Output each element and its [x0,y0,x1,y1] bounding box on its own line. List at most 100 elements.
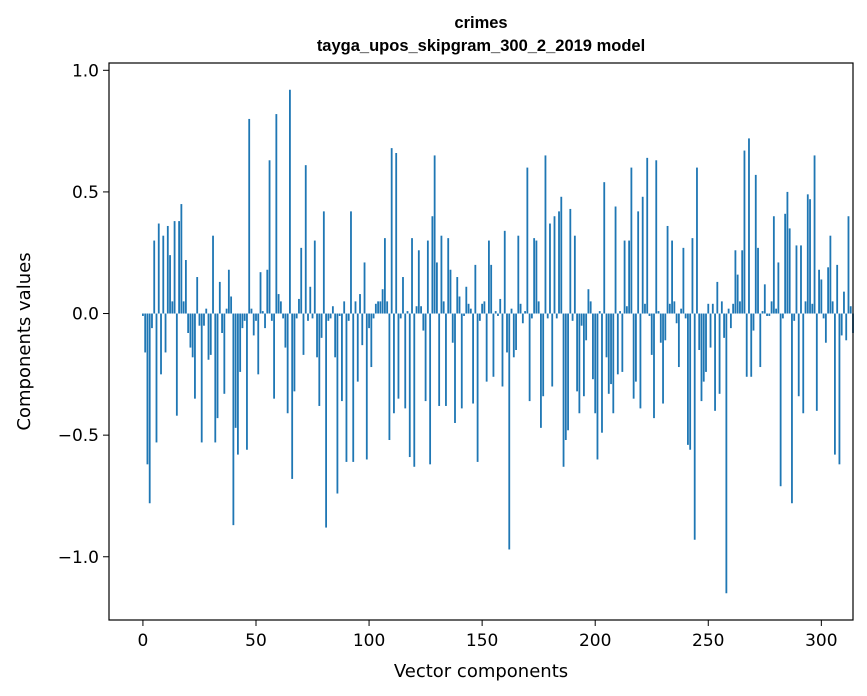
bar-200 [594,313,597,414]
bar-295 [809,199,811,314]
bar-120 [413,313,416,467]
bar-40 [232,313,235,526]
bar-185 [560,196,563,314]
bar-33 [216,313,219,419]
bar-309 [840,313,843,336]
bar-286 [788,228,791,314]
bar-175 [537,301,540,314]
bar-6 [155,313,158,443]
bar-267 [745,313,748,377]
bar-45 [243,313,246,321]
bar-209 [614,206,617,314]
bar-240 [684,313,687,319]
bar-230 [662,313,664,404]
bars-group [142,89,854,594]
bar-29 [207,313,210,360]
bar-75 [311,313,314,319]
bar-96 [359,294,361,314]
bar-245 [696,167,698,314]
bar-0 [142,313,144,316]
bar-197 [587,289,590,314]
bar-61 [279,301,282,314]
bar-155 [492,313,495,377]
bar-229 [659,313,662,343]
bar-130 [436,262,438,314]
bar-276 [766,313,768,316]
bar-72 [304,165,307,314]
bar-293 [804,301,807,314]
bar-42 [237,313,239,455]
bar-260 [729,313,732,329]
bar-132 [440,235,443,314]
bar-12 [169,255,171,314]
bar-205 [605,313,608,358]
bar-292 [802,313,805,414]
bar-89 [343,301,346,314]
bar-236 [675,313,678,324]
bar-156 [494,311,497,314]
bar-198 [589,301,592,314]
bar-247 [700,313,703,402]
bar-308 [838,313,841,465]
bar-288 [793,313,796,321]
plot-frame [108,62,854,621]
bar-70 [300,247,303,314]
bar-212 [621,313,624,372]
bar-50 [255,313,257,321]
bar-82 [327,313,330,321]
bar-269 [750,313,753,377]
bar-67 [293,313,296,392]
bar-131 [438,313,441,406]
bar-305 [831,301,834,314]
bar-140 [458,296,461,314]
bar-24 [196,277,199,314]
x-tick-label: 100 [353,631,385,651]
bar-137 [451,313,454,343]
bar-105 [379,301,382,314]
bar-85 [334,313,337,358]
bar-249 [705,313,707,372]
bar-154 [490,264,493,314]
bar-51 [257,313,260,375]
bar-79 [320,313,323,338]
bar-258 [725,313,728,594]
bar-228 [657,311,660,314]
bar-11 [166,225,169,314]
bar-14 [173,221,176,314]
bar-194 [580,313,583,326]
bar-163 [510,308,513,314]
bar-313 [849,306,852,314]
bar-1 [144,313,147,353]
bar-60 [277,294,280,314]
bar-71 [302,313,305,355]
bar-139 [456,277,459,314]
bar-151 [483,301,486,314]
bar-251 [709,313,712,348]
bar-118 [408,313,411,458]
bar-20 [187,313,190,333]
bar-173 [533,238,536,314]
bar-176 [540,313,542,428]
bar-242 [689,313,692,450]
bar-152 [485,313,488,382]
y-tick-label: 0.5 [72,183,99,203]
bar-149 [478,313,481,321]
bar-142 [463,313,465,316]
bar-301 [822,313,825,319]
bar-124 [422,313,425,331]
bar-146 [472,313,474,404]
bar-178 [544,155,547,314]
bar-121 [415,306,418,314]
bar-53 [261,311,264,314]
bar-58 [273,313,275,399]
bar-188 [567,313,569,431]
chart-title: crimes [454,14,507,32]
bar-290 [797,313,800,397]
bar-10 [164,313,167,353]
bar-192 [576,313,579,392]
bar-35 [221,313,223,333]
bar-135 [447,238,450,314]
bar-219 [637,211,640,314]
bar-227 [655,160,658,314]
bar-55 [266,269,269,314]
